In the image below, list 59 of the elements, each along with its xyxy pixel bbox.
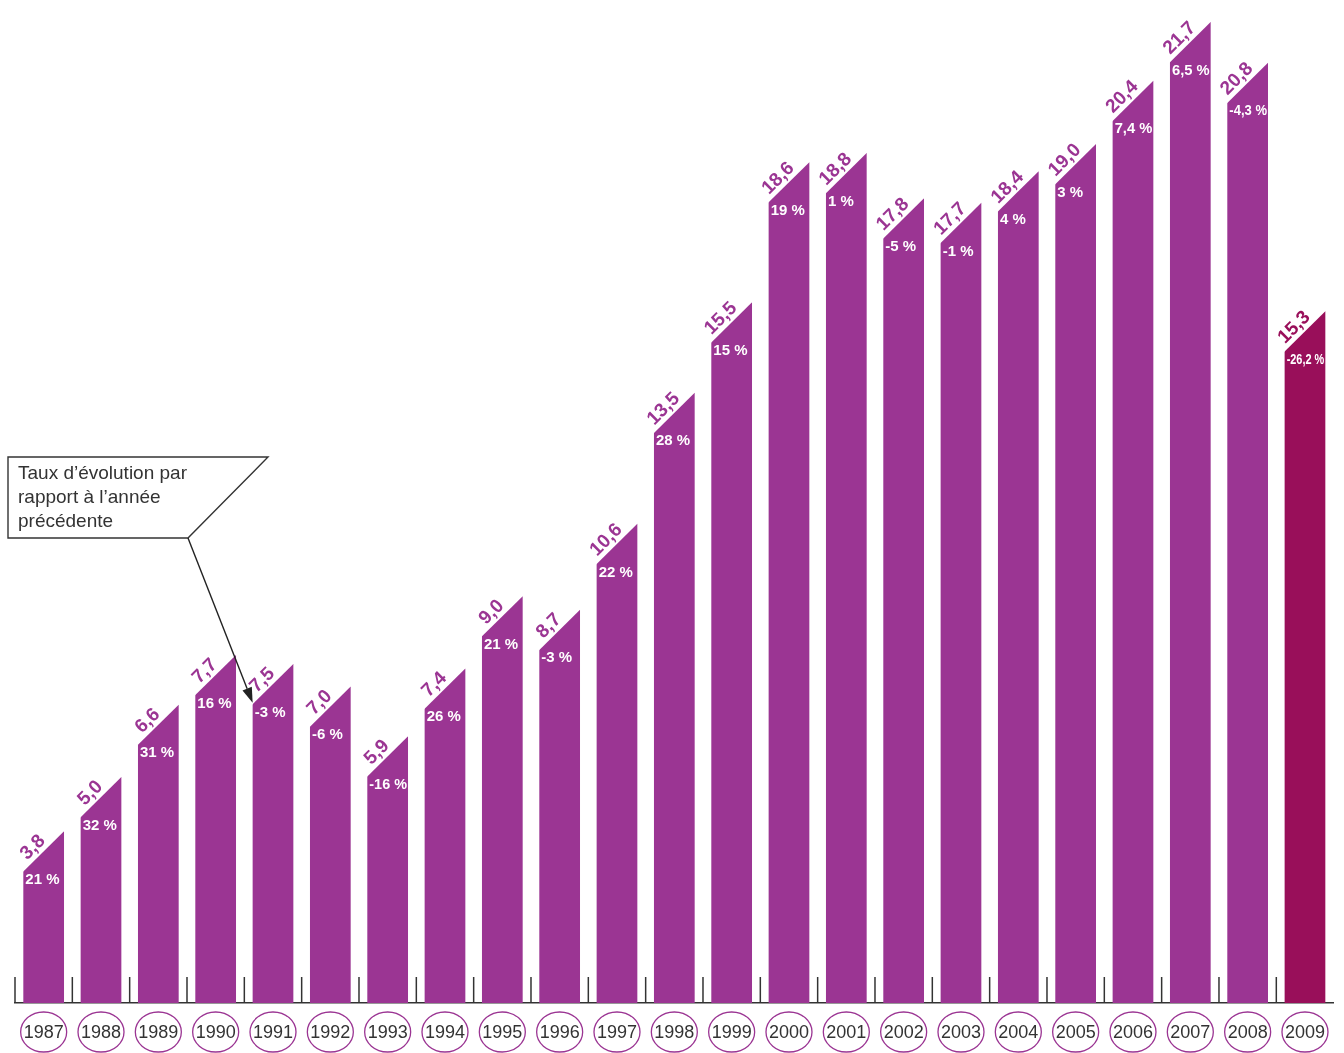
annotation: -3 %	[254, 702, 286, 720]
annotation: -26,2 %	[1286, 350, 1325, 368]
annotation: Taux d’évolution par rapport à l’année précédente	[18, 461, 188, 533]
data-label: 5,9	[359, 734, 393, 769]
data-label: 6,6	[129, 703, 164, 737]
annotation: 1 %	[827, 191, 854, 209]
data-label: 7,4	[416, 666, 451, 701]
data-label: 7,0	[301, 685, 336, 719]
x-tick-label: 1999	[711, 1021, 752, 1042]
data-label: 7,7	[187, 653, 221, 687]
annotation: 26 %	[426, 707, 461, 725]
x-tick-label: 1988	[80, 1021, 122, 1042]
data-label: 5,0	[72, 775, 107, 810]
x-tick-label: 2002	[883, 1021, 924, 1042]
annotation: 6,5 %	[1171, 61, 1210, 78]
annotation: 15 %	[713, 340, 748, 358]
data-label: 9,0	[473, 594, 508, 629]
annotation: 28 %	[655, 431, 691, 449]
annotation: -16 %	[369, 775, 407, 793]
x-tick-label: 2006	[1112, 1021, 1153, 1042]
annotation: -1 %	[942, 241, 974, 259]
x-tick-label: 1987	[23, 1021, 64, 1042]
annotation: 21 %	[25, 869, 60, 887]
annotation: -4,3 %	[1229, 101, 1268, 119]
x-tick-label: 1996	[539, 1021, 580, 1042]
x-tick-label: 1994	[424, 1021, 466, 1042]
x-tick-label: 2000	[768, 1021, 810, 1042]
x-tick-label: 2007	[1170, 1021, 1211, 1042]
annotation: 3 %	[1057, 182, 1084, 200]
bar	[137, 704, 179, 1003]
x-tick-label: 2001	[826, 1021, 867, 1042]
x-tick-label: 1990	[195, 1021, 236, 1042]
x-tick-label: 1997	[596, 1021, 638, 1042]
annotation: 4 %	[999, 209, 1026, 227]
x-tick-label: 2004	[998, 1021, 1039, 1042]
annotation: -5 %	[885, 237, 917, 255]
annotation: 31 %	[139, 743, 175, 761]
x-tick-label: 2005	[1055, 1021, 1096, 1042]
annotation: 16 %	[197, 693, 232, 711]
data-label: 3,8	[15, 829, 49, 864]
data-label: 7,5	[244, 662, 279, 696]
annotation: 7,4 %	[1114, 120, 1153, 137]
x-tick-label: 2009	[1284, 1021, 1325, 1042]
annotation: 32 %	[82, 815, 117, 833]
annotation: 19 %	[770, 200, 805, 218]
data-label: 18,6	[756, 156, 798, 198]
x-tick-label: 2003	[940, 1021, 982, 1042]
x-tick-label: 1992	[310, 1021, 351, 1042]
data-label: 8,7	[531, 608, 565, 642]
x-tick-label: 1989	[138, 1021, 179, 1042]
x-tick-label: 2008	[1227, 1021, 1268, 1042]
x-tick-label: 1993	[367, 1021, 408, 1042]
annotation: 22 %	[598, 562, 633, 580]
annotation: -3 %	[541, 648, 573, 666]
x-tick-label: 1998	[654, 1021, 695, 1042]
annotation: -6 %	[311, 725, 343, 743]
annotation: 21 %	[483, 634, 519, 652]
x-tick-label: 1991	[252, 1021, 294, 1042]
x-tick-label: 1995	[482, 1021, 523, 1042]
